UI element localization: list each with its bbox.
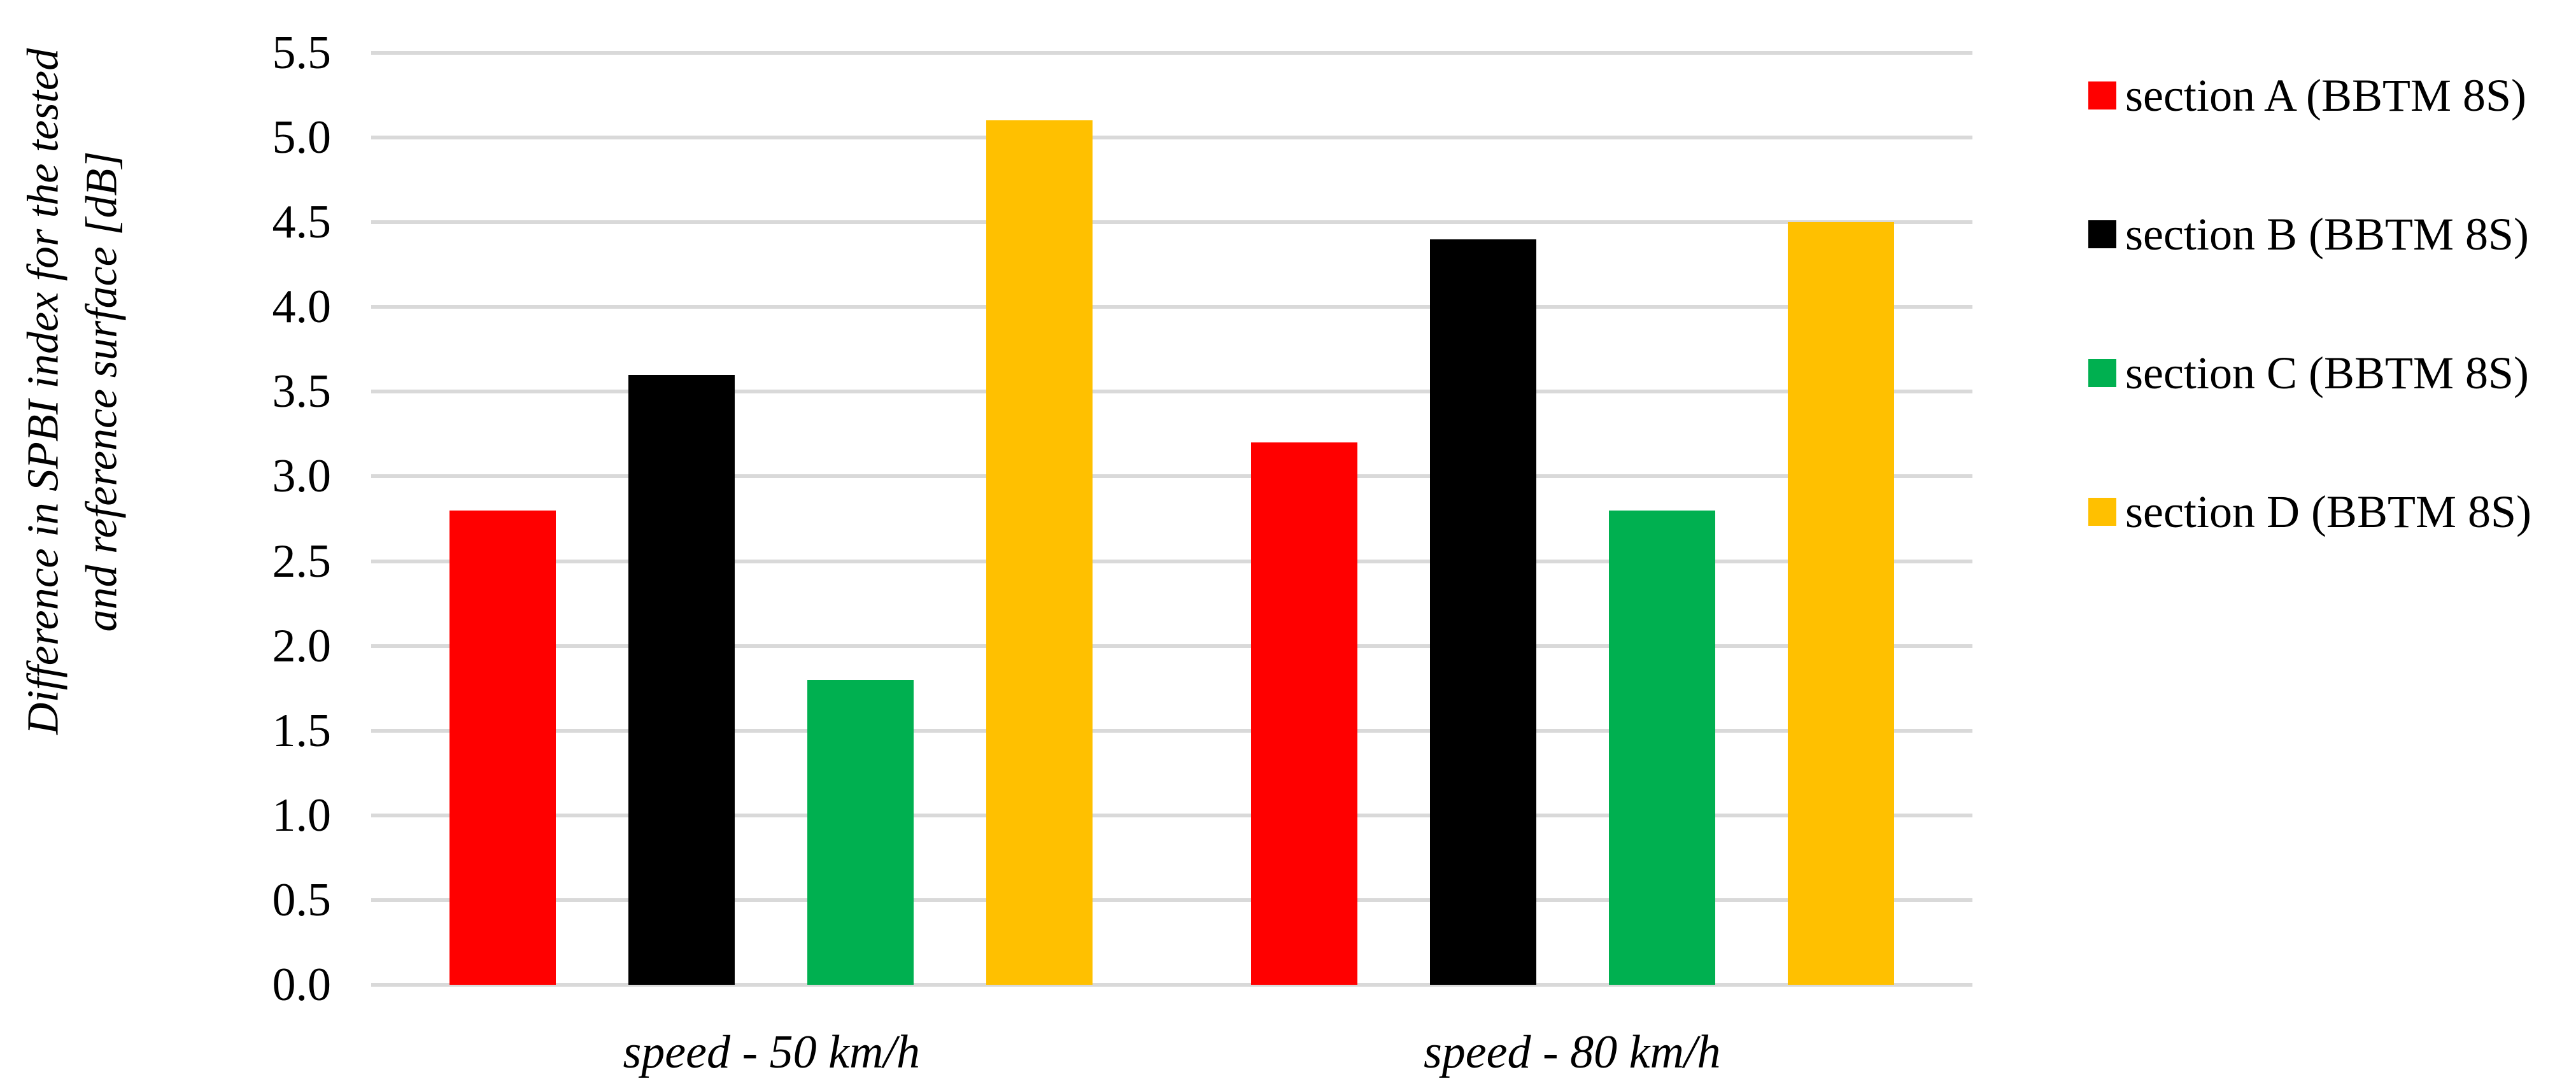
x-axis-category-labels: speed - 50 km/h speed - 80 km/h [371,1019,1972,1086]
bar-section-c-speed-50-km-h [807,679,914,985]
gridline-5.0 [371,136,1972,140]
y-axis-tick-labels: 0.0 0.5 1.0 1.5 2.0 2.5 3.0 3.5 4.0 4.5 5.0 5.5 [0,29,332,1008]
y-tick-label-1.0: 1.0 [272,789,332,842]
bar-section-b-speed-50-km-h [628,374,735,985]
legend-swatch-section-d [2088,498,2116,526]
y-tick-label-5.5: 5.5 [272,27,332,79]
gridline-2.0 [371,644,1972,648]
legend-swatch-section-b [2088,220,2116,248]
legend-item-section-c: section C (BBTM 8S) [2088,348,2531,398]
legend-label-section-a: section A (BBTM 8S) [2125,70,2527,121]
gridline-0.0 [371,983,1972,987]
bar-section-d-speed-50-km-h [986,120,1093,985]
gridline-3.5 [371,390,1972,394]
y-tick-label-5.0: 5.0 [272,111,332,164]
bar-section-b-speed-80-km-h [1430,239,1536,985]
legend: section A (BBTM 8S) section B (BBTM 8S) … [2088,71,2531,537]
y-tick-label-3.5: 3.5 [272,365,332,418]
legend-item-section-d: section D (BBTM 8S) [2088,487,2531,537]
legend-swatch-section-a [2088,81,2116,109]
bar-section-a-speed-80-km-h [1251,442,1357,985]
y-tick-label-0.5: 0.5 [272,873,332,926]
gridline-1.5 [371,728,1972,733]
y-tick-label-3.0: 3.0 [272,450,332,503]
gridline-4.0 [371,305,1972,309]
y-tick-label-1.5: 1.5 [272,704,332,757]
legend-item-section-a: section A (BBTM 8S) [2088,71,2531,120]
bar-section-d-speed-80-km-h [1788,222,1894,985]
gridline-0.5 [371,898,1972,902]
y-tick-label-2.0: 2.0 [272,619,332,672]
gridline-2.5 [371,559,1972,563]
gridline-5.5 [371,51,1972,55]
legend-item-section-b: section B (BBTM 8S) [2088,209,2531,259]
legend-label-section-b: section B (BBTM 8S) [2125,209,2530,260]
gridline-4.5 [371,220,1972,225]
gridline-3.0 [371,474,1972,479]
plot-area [371,51,1972,987]
legend-swatch-section-c [2088,359,2116,387]
legend-label-section-d: section D (BBTM 8S) [2125,486,2531,537]
y-tick-label-4.5: 4.5 [272,196,332,249]
bar-section-c-speed-80-km-h [1608,510,1715,985]
x-category-label-speed-80: speed - 80 km/h [1424,1026,1721,1078]
x-category-label-speed-50: speed - 50 km/h [623,1026,920,1078]
gridline-1.0 [371,813,1972,817]
y-tick-label-2.5: 2.5 [272,535,332,588]
y-tick-label-0.0: 0.0 [272,959,332,1011]
bar-section-a-speed-50-km-h [449,510,556,985]
y-tick-label-4.0: 4.0 [272,281,332,334]
legend-label-section-c: section C (BBTM 8S) [2125,348,2530,398]
